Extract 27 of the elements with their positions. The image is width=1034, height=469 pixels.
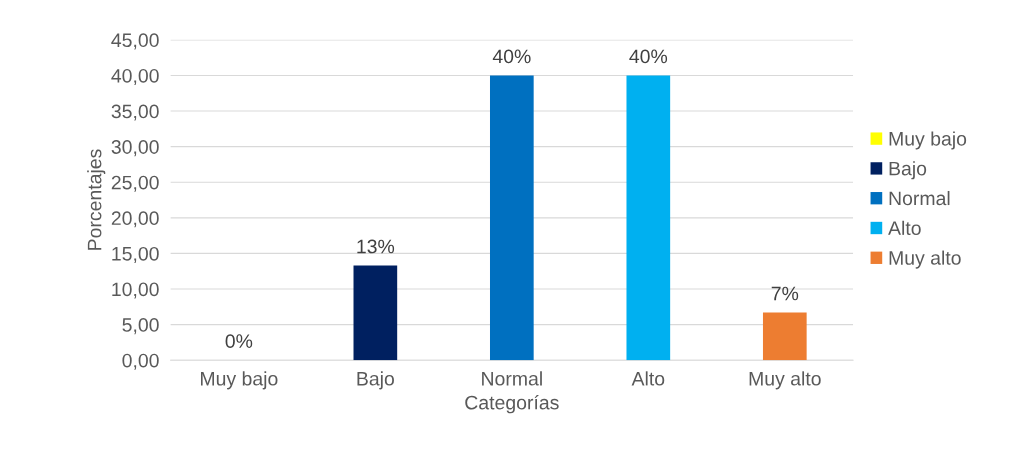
x-tick-label: Muy alto <box>749 371 821 390</box>
data-label: 0% <box>225 334 253 349</box>
y-tick-label: 40,00 <box>111 68 159 85</box>
x-tick-label: Muy bajo <box>201 371 278 390</box>
y-tick-label: 5,00 <box>122 318 159 335</box>
y-tick-label: 25,00 <box>111 175 159 192</box>
legend-label: Alto <box>888 220 921 236</box>
x-tick-label: Normal <box>482 371 542 386</box>
y-tick-label: 35,00 <box>111 104 159 121</box>
data-label: 7% <box>771 286 799 301</box>
y-axis-title: Porcentajes <box>87 149 106 250</box>
x-axis-title: Categorías <box>465 394 559 414</box>
y-tick-label: 20,00 <box>111 211 159 228</box>
y-tick-label: 45,00 <box>111 33 159 50</box>
data-label: 13% <box>357 239 395 254</box>
y-tick-label: 30,00 <box>111 140 159 157</box>
y-tick-label: 15,00 <box>112 246 159 263</box>
legend-label: Bajo <box>889 161 927 180</box>
data-label: 40% <box>629 49 668 64</box>
y-tick-label: 0,00 <box>122 353 159 370</box>
legend-label: Muy alto <box>889 250 961 269</box>
y-tick-label: 10,00 <box>112 282 159 299</box>
x-tick-label: Bajo <box>357 371 394 390</box>
legend-label: Muy bajo <box>889 131 967 150</box>
legend-label: Normal <box>889 190 950 206</box>
x-tick-label: Alto <box>631 371 665 386</box>
data-label: 40% <box>492 49 531 64</box>
